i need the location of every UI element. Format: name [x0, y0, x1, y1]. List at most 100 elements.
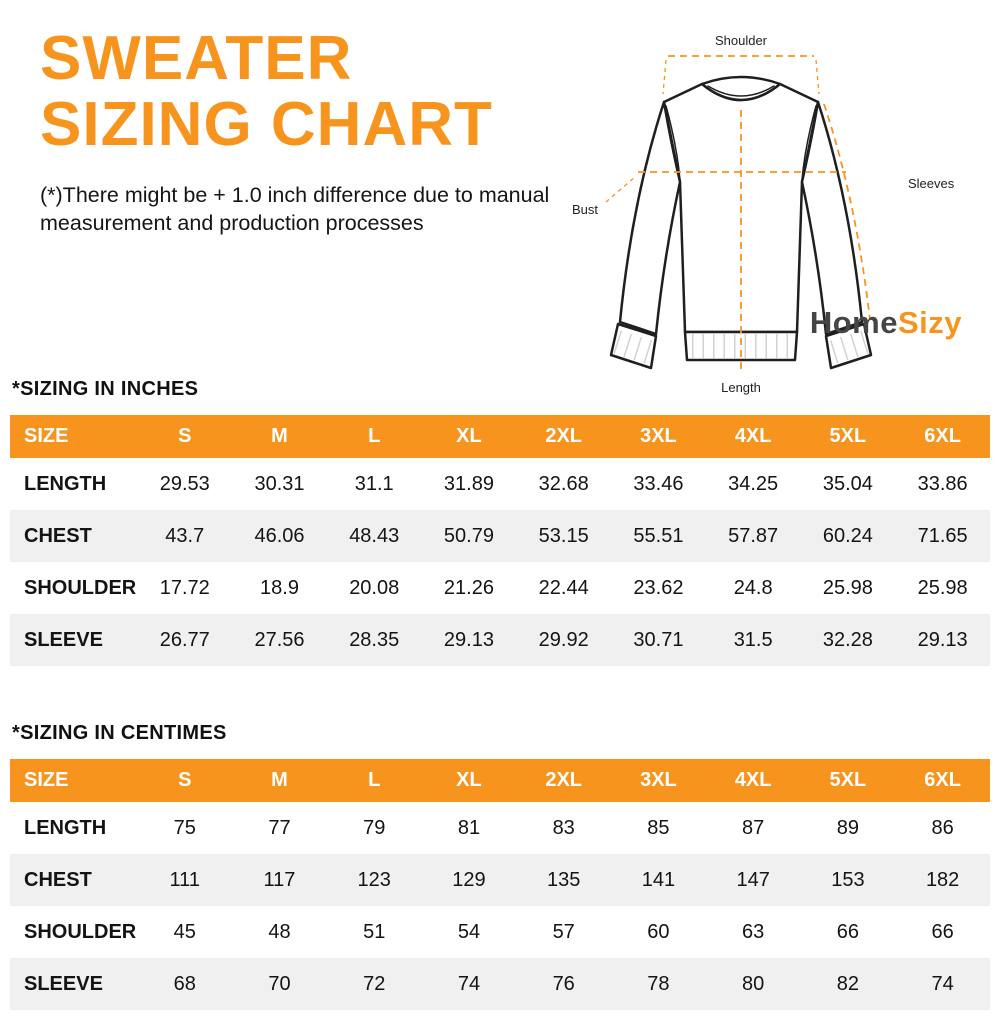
value-cell: 20.08: [349, 576, 400, 599]
value-cell: 30.31: [254, 472, 305, 495]
value-cell: 54: [457, 920, 481, 943]
sweater-left-sleeve: [618, 100, 682, 336]
value-cell: 85: [647, 816, 670, 839]
header: SWEATER SIZING CHART (*)There might be +…: [0, 24, 1000, 395]
value-cell: 74: [931, 972, 954, 995]
centimes-section-title: *SIZING IN CENTIMES: [12, 722, 227, 744]
table-row: SHOULDER 45 48 51 54 57 60 63 66 66: [10, 906, 990, 958]
row-label: SHOULDER: [24, 576, 137, 599]
value-cell: 57.87: [728, 524, 779, 547]
header-cell: 3XL: [611, 759, 706, 802]
table-row: LENGTH 29.53 30.31 31.1 31.89 32.68 33.4…: [10, 458, 990, 510]
header-cell: L: [326, 759, 422, 802]
header-cell: 2XL: [516, 759, 612, 802]
inches-section-title: *SIZING IN INCHES: [12, 378, 199, 400]
table-row: LENGTH 75 77 79 81 83 85 87 89 86: [10, 802, 990, 854]
row-label: CHEST: [24, 868, 92, 891]
value-cell: 111: [169, 868, 200, 891]
value-cell: 29.53: [159, 472, 210, 495]
value-cell: 17.72: [159, 576, 210, 599]
header-cell: 5XL: [800, 415, 896, 458]
value-cell: 26.77: [159, 628, 210, 651]
header-cell: XL: [421, 415, 517, 458]
sweater-left-cuff: [609, 322, 658, 370]
value-cell: 32.68: [538, 472, 589, 495]
header-cell: XL: [421, 759, 517, 802]
value-cell: 32.28: [822, 628, 873, 651]
value-cell: 63: [742, 920, 765, 943]
bust-label: Bust: [572, 202, 598, 217]
sweater-collar: [700, 75, 782, 102]
value-cell: 29.92: [538, 628, 589, 651]
table-row: SHOULDER 17.72 18.9 20.08 21.26 22.44 23…: [10, 562, 990, 614]
inches-header-row: SIZE S M L XL 2XL 3XL 4XL 5XL 6XL: [10, 415, 990, 458]
disclaimer-text: (*)There might be + 1.0 inch difference …: [40, 182, 550, 236]
value-cell: 48.43: [349, 524, 400, 547]
value-cell: 123: [357, 868, 391, 891]
shoulder-label: Shoulder: [715, 33, 768, 48]
value-cell: 68: [173, 972, 196, 995]
value-cell: 46.06: [254, 524, 305, 547]
sweater-right-sleeve: [800, 100, 864, 336]
header-cell-size: SIZE: [10, 759, 138, 802]
page-title: SWEATER SIZING CHART: [40, 24, 1000, 160]
value-cell: 129: [452, 868, 486, 891]
value-cell: 18.9: [260, 576, 299, 599]
sweater-right-cuff: [824, 322, 873, 370]
row-label: LENGTH: [24, 472, 107, 495]
value-cell: 117: [263, 868, 296, 891]
header-cell: 3XL: [611, 415, 706, 458]
sleeve-measure-line: [823, 103, 871, 321]
diagram-labels: Shoulder Sleeves Bust Length: [572, 33, 955, 395]
left-armhole-seam: [665, 105, 681, 181]
page-title-line1: SWEATER: [40, 24, 353, 93]
header-cell-size: SIZE: [10, 415, 138, 458]
value-cell: 147: [736, 868, 770, 891]
header-cell: 6XL: [895, 759, 990, 802]
value-cell: 29.13: [917, 628, 968, 651]
value-cell: 60: [647, 920, 670, 943]
centimes-section: *SIZING IN CENTIMES SIZE S M L XL 2XL 3X…: [0, 722, 1000, 1010]
header-cell: L: [326, 415, 422, 458]
value-cell: 34.25: [728, 472, 779, 495]
header-cell: 6XL: [895, 415, 990, 458]
measurement-lines: [605, 55, 871, 370]
header-cell: 4XL: [705, 415, 801, 458]
bust-leader-line: [605, 175, 637, 203]
value-cell: 22.44: [538, 576, 589, 599]
value-cell: 31.5: [733, 628, 773, 651]
value-cell: 43.7: [165, 524, 205, 547]
value-cell: 77: [268, 816, 291, 839]
value-cell: 80: [742, 972, 765, 995]
shoulder-left-drop-line: [662, 59, 667, 95]
value-cell: 28.35: [349, 628, 400, 651]
value-cell: 35.04: [822, 472, 873, 495]
value-cell: 83: [552, 816, 575, 839]
header-cell: S: [137, 415, 233, 458]
row-label: LENGTH: [24, 816, 107, 839]
value-cell: 27.56: [254, 628, 305, 651]
value-cell: 86: [931, 816, 954, 839]
table-row: CHEST 111 117 123 129 135 141 147 153 18…: [10, 854, 990, 906]
value-cell: 31.1: [354, 472, 394, 495]
sweater-hem-band: [683, 330, 799, 362]
header-cell: M: [232, 415, 327, 458]
value-cell: 33.86: [917, 472, 968, 495]
value-cell: 87: [742, 816, 765, 839]
value-cell: 25.98: [917, 576, 968, 599]
centimes-header-row: SIZE S M L XL 2XL 3XL 4XL 5XL 6XL: [10, 759, 990, 802]
value-cell: 135: [547, 868, 581, 891]
value-cell: 45: [173, 920, 196, 943]
value-cell: 74: [457, 972, 481, 995]
value-cell: 66: [836, 920, 860, 943]
value-cell: 21.26: [443, 576, 494, 599]
value-cell: 75: [173, 816, 196, 839]
value-cell: 24.8: [733, 576, 773, 599]
value-cell: 76: [552, 972, 575, 995]
header-cell: 2XL: [516, 415, 612, 458]
value-cell: 71.65: [917, 524, 968, 547]
brand-logo-sizy: Sizy: [897, 305, 962, 340]
value-cell: 25.98: [822, 576, 873, 599]
value-cell: 70: [268, 972, 291, 995]
page-title-line2: SIZING CHART: [40, 90, 493, 160]
